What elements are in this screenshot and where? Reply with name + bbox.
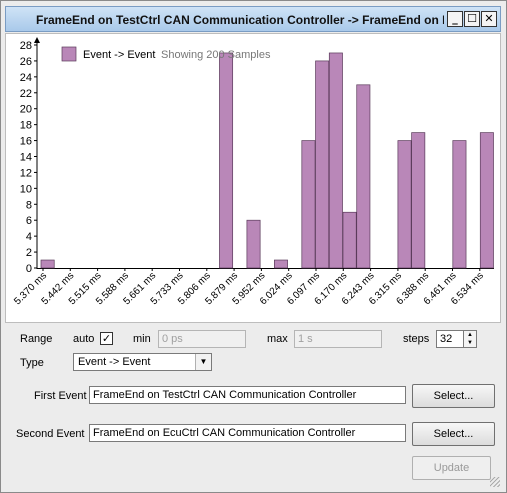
second-event-select-button[interactable]: Select... — [412, 422, 495, 446]
type-dropdown[interactable]: Event -> Event ▼ — [73, 353, 212, 371]
auto-checkbox[interactable]: ✓ — [100, 332, 113, 345]
legend-swatch — [61, 46, 77, 62]
histogram-bar — [328, 52, 343, 269]
y-tick-label: 12 — [20, 167, 32, 179]
y-tick-label: 20 — [20, 104, 32, 116]
y-tick-label: 2 — [26, 247, 32, 259]
histogram-bar — [40, 259, 55, 269]
y-tick-label: 6 — [26, 215, 32, 227]
histogram-bar — [479, 132, 494, 269]
y-tick-label: 18 — [20, 120, 32, 132]
first-event-select-button[interactable]: Select... — [412, 384, 495, 408]
maximize-icon[interactable]: ☐ — [464, 11, 480, 27]
histogram-bar — [397, 140, 412, 269]
y-tick-label: 8 — [26, 199, 32, 211]
histogram-bar — [315, 60, 330, 269]
auto-label: auto — [73, 333, 95, 345]
first-event-label: First Event — [34, 390, 87, 402]
second-event-field[interactable]: FrameEnd on EcuCtrl CAN Communication Co… — [89, 424, 406, 442]
min-field[interactable]: 0 ps — [158, 330, 246, 348]
y-tick-label: 22 — [20, 88, 32, 100]
histogram-bar — [452, 140, 467, 269]
y-axis-arrow — [34, 37, 40, 43]
resize-grip-icon[interactable] — [490, 477, 500, 487]
max-field[interactable]: 1 s — [294, 330, 382, 348]
type-label: Type — [20, 357, 44, 369]
steps-stepper[interactable]: ▲ ▼ — [464, 330, 477, 348]
y-tick-label: 10 — [20, 183, 32, 195]
spin-down-icon[interactable]: ▼ — [467, 340, 473, 346]
minimize-icon[interactable]: _ — [447, 11, 463, 27]
histogram-bar — [246, 219, 261, 269]
histogram-bar — [411, 132, 426, 269]
second-event-label: Second Event — [16, 428, 85, 440]
legend-label: Event -> Event — [83, 49, 155, 61]
histogram-chart: 0 2 4 6 8 10 12 14 16 18 20 22 24 26 28 5.370 ms 5.442 m… — [5, 33, 501, 323]
steps-label: steps — [403, 333, 430, 345]
max-label: max — [267, 333, 288, 345]
close-icon[interactable]: ✕ — [481, 11, 497, 27]
y-tick-label: 26 — [20, 56, 32, 68]
y-tick-label: 16 — [20, 136, 32, 148]
legend-note: Showing 200 Samples — [161, 49, 271, 61]
window-title: FrameEnd on TestCtrl CAN Communication C… — [36, 13, 444, 27]
spin-up-icon[interactable]: ▲ — [467, 332, 473, 338]
histogram-bar — [342, 211, 357, 269]
y-tick-label: 28 — [20, 40, 32, 52]
chevron-down-icon[interactable]: ▼ — [195, 354, 211, 370]
title-bar[interactable]: FrameEnd on TestCtrl CAN Communication C… — [5, 6, 501, 32]
histogram-bar — [274, 259, 288, 269]
range-label: Range — [20, 333, 53, 345]
steps-field[interactable]: 32 — [436, 330, 464, 348]
min-label: min — [133, 333, 151, 345]
y-tick-label: 0 — [26, 263, 32, 275]
y-tick-label: 14 — [20, 152, 32, 164]
type-value: Event -> Event — [78, 356, 151, 368]
histogram-bar — [219, 52, 234, 269]
y-tick-label: 24 — [20, 72, 32, 84]
histogram-bar — [301, 140, 316, 269]
histogram-bar — [356, 84, 371, 269]
first-event-field[interactable]: FrameEnd on TestCtrl CAN Communication C… — [89, 386, 406, 404]
y-tick-label: 4 — [26, 231, 32, 243]
update-button[interactable]: Update — [412, 456, 491, 480]
